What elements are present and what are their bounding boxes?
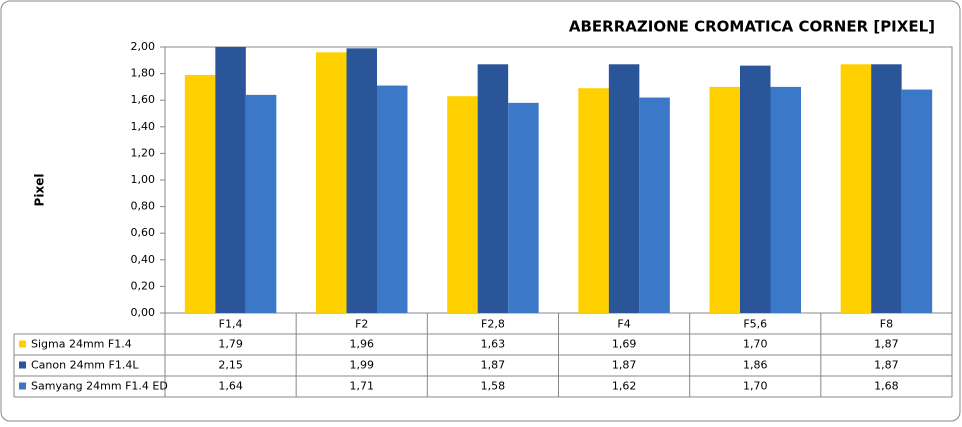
y-tick-label: 0,40 (131, 253, 156, 266)
x-tick-label: F4 (617, 318, 630, 331)
legend-label: Canon 24mm F1.4L (31, 359, 139, 372)
table-value: 1,87 (612, 359, 637, 372)
table-value: 1,64 (218, 380, 243, 393)
y-tick-label: 1,00 (131, 173, 156, 186)
bar (608, 64, 640, 313)
y-axis-label: Pixel (33, 174, 47, 207)
bar (245, 94, 277, 313)
y-tick-label: 1,80 (131, 67, 156, 80)
table-value: 1,69 (612, 338, 637, 351)
bar (377, 85, 408, 313)
bars (184, 47, 933, 313)
table-value: 1,63 (481, 338, 506, 351)
bar (578, 88, 609, 313)
bar (447, 96, 478, 313)
legend-swatch (19, 382, 26, 390)
x-tick-label: F1,4 (219, 318, 243, 331)
table-value: 1,87 (874, 338, 899, 351)
legend-label: Samyang 24mm F1.4 ED (31, 380, 168, 393)
x-tick-label: F8 (880, 318, 893, 331)
bar (346, 48, 377, 313)
y-tick-label: 0,80 (131, 200, 156, 213)
bar (639, 97, 670, 313)
legend-swatch (19, 340, 26, 348)
y-tick-label: 0,00 (131, 306, 156, 319)
y-tick-label: 1,40 (131, 120, 156, 133)
bar (840, 64, 872, 313)
y-tick-label: 1,60 (131, 93, 156, 106)
bar (477, 64, 509, 313)
table-value: 1,79 (218, 338, 243, 351)
table-value: 1,68 (874, 380, 899, 393)
bar (871, 64, 902, 313)
y-tick-label: 0,20 (131, 279, 156, 292)
y-tick-label: 1,20 (131, 146, 156, 159)
bar (508, 102, 539, 313)
table-value: 1,96 (350, 338, 375, 351)
bar (901, 89, 933, 313)
bar (770, 86, 801, 313)
bar (215, 47, 246, 313)
bar (316, 52, 347, 313)
table-value: 1,58 (481, 380, 506, 393)
bar (709, 86, 740, 313)
chart-title: ABERRAZIONE CROMATICA CORNER [PIXEL] (569, 18, 935, 36)
y-tick-label: 2,00 (131, 40, 156, 53)
y-tick-label: 0,60 (131, 226, 156, 239)
table-value: 1,99 (350, 359, 375, 372)
bar (740, 65, 771, 313)
table-value: 1,71 (350, 380, 375, 393)
x-tick-label: F2,8 (481, 318, 505, 331)
legend-label: Sigma 24mm F1.4 (31, 338, 132, 351)
legend-swatch (19, 361, 26, 369)
table-value: 1,62 (612, 380, 637, 393)
x-tick-label: F5,6 (743, 318, 767, 331)
table-value: 2,15 (218, 359, 243, 372)
table-value: 1,70 (743, 380, 768, 393)
table-value: 1,86 (743, 359, 768, 372)
x-tick-label: F2 (355, 318, 368, 331)
table-value: 1,87 (874, 359, 899, 372)
table-value: 1,70 (743, 338, 768, 351)
bar (184, 74, 216, 313)
table-value: 1,87 (481, 359, 506, 372)
